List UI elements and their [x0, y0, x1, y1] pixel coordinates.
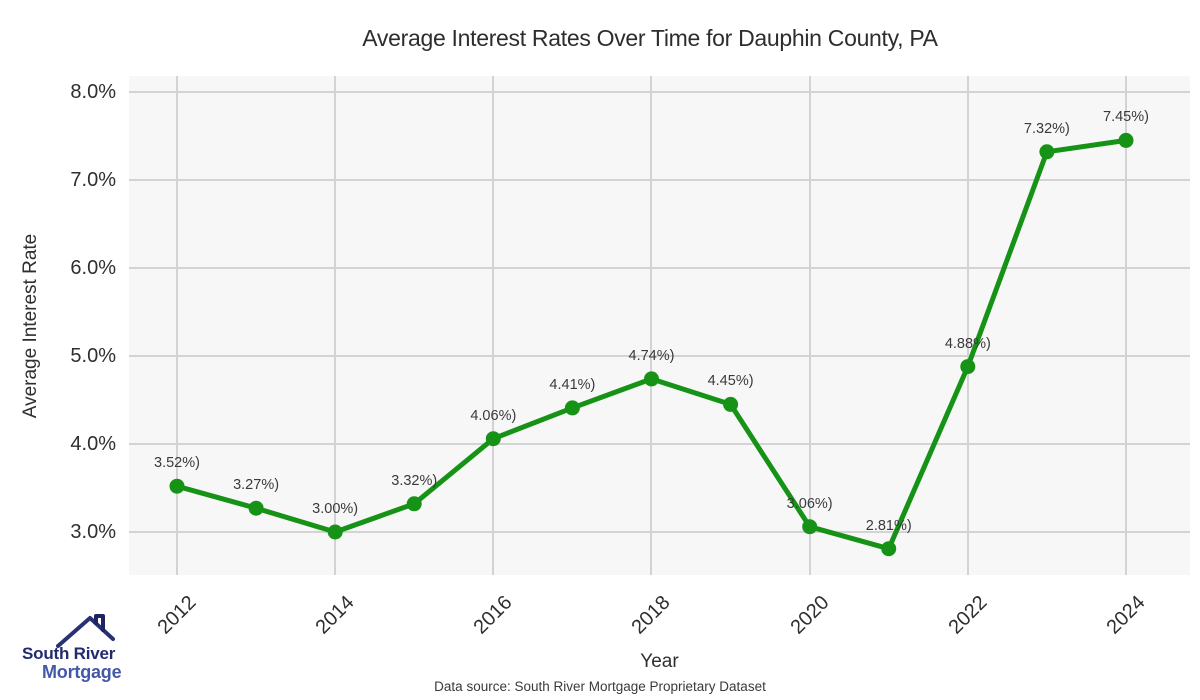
gridline-vertical — [176, 76, 178, 575]
south-river-mortgage-logo: South River Mortgage — [18, 610, 142, 690]
data-point-label: 4.06%) — [470, 407, 517, 424]
chart-title: Average Interest Rates Over Time for Dau… — [362, 25, 938, 51]
gridline-vertical — [808, 76, 811, 575]
data-point-label: 4.74%) — [628, 347, 675, 364]
roof-icon — [56, 614, 115, 648]
gridline-horizontal — [129, 267, 1190, 269]
gridline-horizontal — [129, 443, 1190, 445]
data-point-marker — [248, 500, 264, 516]
y-tick-label: 6.0% — [70, 257, 116, 279]
x-tick-label: 2020 — [785, 591, 833, 639]
y-tick-label: 7.0% — [70, 169, 116, 191]
gridline-vertical — [966, 76, 969, 575]
data-point-marker — [802, 519, 818, 535]
logo-text-line1: South River — [22, 644, 116, 663]
data-point-marker — [485, 431, 501, 447]
data-point-label: 3.32%) — [391, 472, 438, 489]
gridline-horizontal — [129, 355, 1190, 357]
x-axis-title: Year — [640, 651, 679, 672]
data-point-marker — [723, 396, 739, 412]
data-point-label: 4.88%) — [944, 335, 991, 352]
data-point-marker — [1039, 144, 1055, 160]
logo-text-line2: Mortgage — [42, 662, 122, 682]
gridline-horizontal — [129, 179, 1190, 181]
data-point-label: 7.45%) — [1103, 109, 1149, 126]
data-point-label: 2.81%) — [865, 517, 912, 534]
data-point-label: 7.32%) — [1023, 120, 1070, 137]
data-source-note: Data source: South River Mortgage Propri… — [434, 679, 766, 694]
gridline-horizontal — [129, 531, 1190, 533]
data-point-marker — [644, 371, 659, 387]
data-point-label: 4.45%) — [707, 373, 754, 390]
data-point-label: 3.27%) — [233, 477, 280, 494]
gridline-vertical — [334, 76, 337, 575]
data-point-marker — [881, 541, 897, 557]
data-point-marker — [169, 478, 185, 494]
plot-area — [129, 76, 1190, 575]
y-axis-title-wrap: Average Interest Rate — [16, 76, 46, 575]
data-point-marker — [327, 524, 343, 540]
x-tick-label: 2016 — [469, 591, 517, 639]
data-point-label: 3.00%) — [312, 501, 359, 517]
y-tick-label: 4.0% — [70, 433, 116, 455]
gridline-vertical — [1124, 76, 1127, 575]
data-point-label: 3.52%) — [154, 455, 200, 472]
data-point-label: 3.06%) — [786, 495, 833, 512]
x-tick-label: 2024 — [1102, 591, 1150, 639]
x-tick-label: 2012 — [153, 591, 201, 639]
data-point-label: 4.41%) — [549, 376, 596, 393]
y-tick-label: 3.0% — [70, 521, 116, 543]
gridline-vertical — [650, 76, 653, 575]
y-tick-label: 8.0% — [70, 81, 116, 103]
data-point-marker — [960, 359, 976, 375]
data-point-marker — [406, 496, 422, 512]
y-tick-label: 5.0% — [70, 345, 116, 367]
data-point-marker — [564, 400, 580, 416]
x-tick-label: 2022 — [943, 591, 991, 639]
line-series-canvas — [169, 132, 1134, 557]
x-tick-label: 2014 — [311, 591, 359, 639]
gridline-horizontal — [129, 91, 1190, 93]
x-tick-label: 2018 — [627, 591, 675, 639]
gridline-vertical — [492, 76, 495, 575]
data-point-marker — [1118, 132, 1134, 148]
